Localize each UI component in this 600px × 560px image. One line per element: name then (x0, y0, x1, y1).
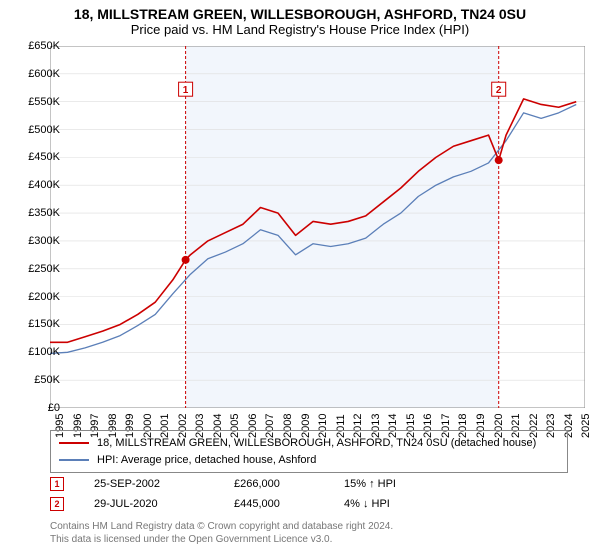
legend: 18, MILLSTREAM GREEN, WILLESBOROUGH, ASH… (50, 430, 568, 473)
legend-row: 18, MILLSTREAM GREEN, WILLESBOROUGH, ASH… (59, 435, 559, 452)
svg-text:1: 1 (183, 85, 189, 96)
sale-price: £266,000 (234, 478, 344, 490)
chart-container: 18, MILLSTREAM GREEN, WILLESBOROUGH, ASH… (0, 0, 600, 560)
y-tick-label: £300K (10, 235, 60, 247)
y-tick-label: £150K (10, 318, 60, 330)
chart-title-line1: 18, MILLSTREAM GREEN, WILLESBOROUGH, ASH… (0, 0, 600, 22)
legend-row: HPI: Average price, detached house, Ashf… (59, 452, 559, 469)
y-tick-label: £350K (10, 207, 60, 219)
legend-label: HPI: Average price, detached house, Ashf… (97, 452, 316, 469)
y-tick-label: £250K (10, 263, 60, 275)
legend-label: 18, MILLSTREAM GREEN, WILLESBOROUGH, ASH… (97, 435, 536, 452)
legend-swatch (59, 442, 89, 444)
footer-line1: Contains HM Land Registry data © Crown c… (50, 520, 570, 533)
svg-text:2: 2 (496, 85, 502, 96)
y-tick-label: £600K (10, 68, 60, 80)
sale-marker-icon: 1 (50, 477, 64, 491)
sales-table: 1 25-SEP-2002£266,00015% ↑ HPI 2 29-JUL-202… (50, 474, 570, 514)
sale-row: 2 29-JUL-2020£445,0004% ↓ HPI (50, 494, 570, 514)
legend-swatch (59, 459, 89, 461)
plot-svg: 12 (50, 46, 585, 408)
sale-pct: 15% ↑ HPI (344, 478, 444, 490)
y-tick-label: £650K (10, 40, 60, 52)
y-tick-label: £400K (10, 179, 60, 191)
sale-row: 1 25-SEP-2002£266,00015% ↑ HPI (50, 474, 570, 494)
plot-area: 12 (50, 46, 585, 408)
footer-attribution: Contains HM Land Registry data © Crown c… (50, 520, 570, 546)
y-tick-label: £100K (10, 346, 60, 358)
footer-line2: This data is licensed under the Open Gov… (50, 533, 570, 546)
y-tick-label: £500K (10, 124, 60, 136)
sale-date: 25-SEP-2002 (94, 478, 234, 490)
y-tick-label: £0 (10, 402, 60, 414)
sale-price: £445,000 (234, 498, 344, 510)
x-tick-label: 2025 (580, 414, 592, 438)
y-tick-label: £550K (10, 96, 60, 108)
sale-pct: 4% ↓ HPI (344, 498, 444, 510)
y-tick-label: £50K (10, 374, 60, 386)
sale-marker-icon: 2 (50, 497, 64, 511)
y-tick-label: £200K (10, 291, 60, 303)
sale-date: 29-JUL-2020 (94, 498, 234, 510)
y-tick-label: £450K (10, 151, 60, 163)
chart-title-line2: Price paid vs. HM Land Registry's House … (0, 22, 600, 41)
